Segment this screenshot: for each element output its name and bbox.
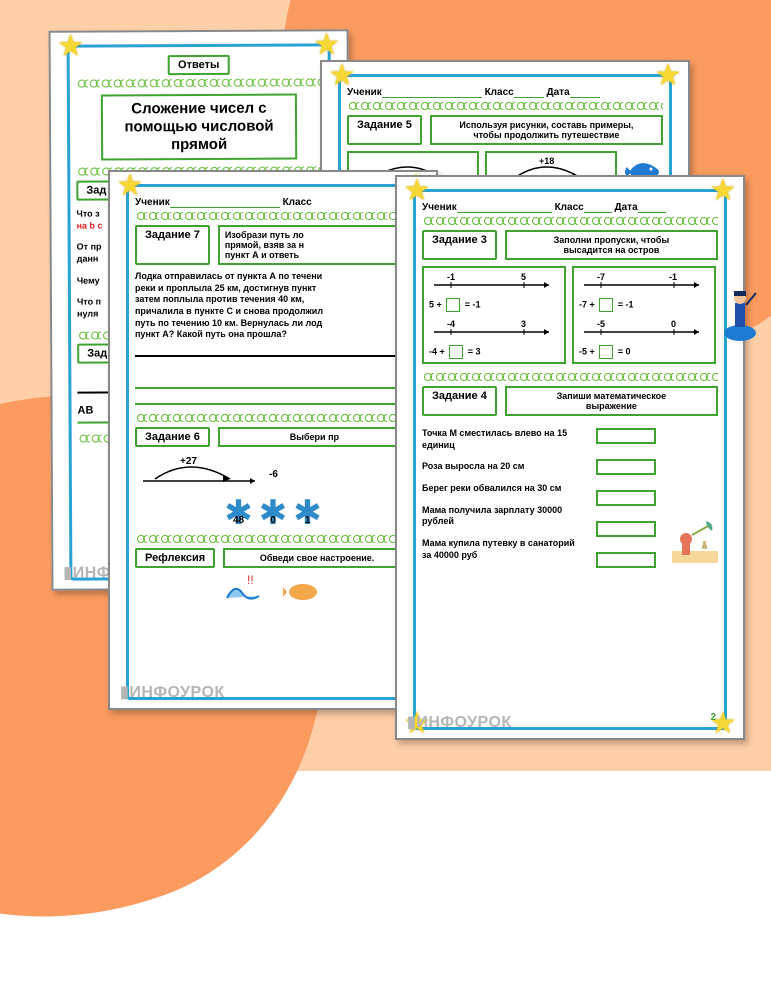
task4-row: Роза выросла на 20 см [422, 461, 586, 473]
answer-box[interactable] [596, 459, 656, 475]
svg-text:3: 3 [521, 319, 526, 329]
task3-label: Задание 3 [422, 230, 497, 260]
svg-text:5: 5 [521, 272, 526, 282]
svg-text:-1: -1 [447, 272, 455, 282]
svg-text:-7: -7 [597, 272, 605, 282]
svg-text:-1: -1 [669, 272, 677, 282]
task5-instruction: Используя рисунки, составь примеры, чтоб… [430, 115, 663, 145]
watermark: ▮ИНФОУРОК [120, 682, 225, 702]
task4-row: Мама купила путевку в санаторий за 40000… [422, 538, 586, 561]
answer-box[interactable] [596, 521, 656, 537]
answers-label: Ответы [168, 55, 229, 75]
reflection-instruction: Обведи свое настроение. [223, 548, 411, 568]
blank-number-line[interactable] [135, 355, 411, 357]
task6-instruction: Выбери пр [218, 427, 411, 447]
task3-column-right: -7-1 -7 + = -1 -50 -5 + = 0 [572, 266, 716, 364]
svg-text:0: 0 [671, 319, 676, 329]
worksheet-title: Сложение чисел с помощью числовой прямой [100, 93, 297, 160]
watermark: ▮ИНФОУРОК [407, 712, 512, 732]
header-fields: Ученик Класс Дата [422, 202, 718, 213]
beach-icon [672, 513, 718, 568]
svg-text:+18: +18 [539, 156, 554, 166]
svg-text:!!: !! [247, 574, 254, 587]
task3-instruction: Заполни пропуски, чтобы высадится на ост… [505, 230, 718, 260]
answer-box[interactable] [596, 552, 656, 568]
task4-row: Точка М сместилась влево на 15 единиц [422, 428, 586, 451]
page-number: 2 [710, 712, 716, 723]
starfish-row: ✱48 ✱0 ✱1 [135, 498, 411, 528]
mood-icon-wave[interactable]: !! [223, 574, 263, 611]
worksheet-4: ★ ★ ★ ★ Ученик Класс Дата Задание 3 Запо… [395, 175, 745, 740]
task4-row: Мама получила зарплату 30000 рублей [422, 505, 586, 528]
task4-instruction: Запиши математическое выражение [505, 386, 718, 416]
svg-text:-4: -4 [447, 319, 455, 329]
svg-text:-5: -5 [597, 319, 605, 329]
task4-row: Берег реки обвалился на 30 см [422, 483, 586, 495]
pirate-icon [722, 283, 758, 348]
worksheet-2: ★ ★ Ученик Класс Задание 7 Изобрази путь… [108, 170, 438, 710]
mood-icon-fish[interactable] [283, 574, 323, 611]
task7-label: Задание 7 [135, 225, 210, 265]
header-fields: Ученик Класс Дата [347, 87, 663, 98]
svg-text:+27: +27 [180, 456, 197, 467]
task3-column-left: -15 5 + = -1 -43 -4 + = 3 [422, 266, 566, 364]
task4-label: Задание 4 [422, 386, 497, 416]
answer-box[interactable] [596, 490, 656, 506]
number-line-task6: +27 [135, 451, 265, 498]
task7-body: Лодка отправилась от пункта А по течени … [135, 271, 411, 341]
task7-instruction: Изобрази путь ло прямой, взяв за н пункт… [218, 225, 411, 265]
mood-icons[interactable]: !! [135, 574, 411, 611]
reflection-label: Рефлексия [135, 548, 215, 568]
header-fields: Ученик Класс [135, 197, 411, 208]
task5-label: Задание 5 [347, 115, 422, 145]
task6-label: Задание 6 [135, 427, 210, 447]
answer-box[interactable] [596, 428, 656, 444]
